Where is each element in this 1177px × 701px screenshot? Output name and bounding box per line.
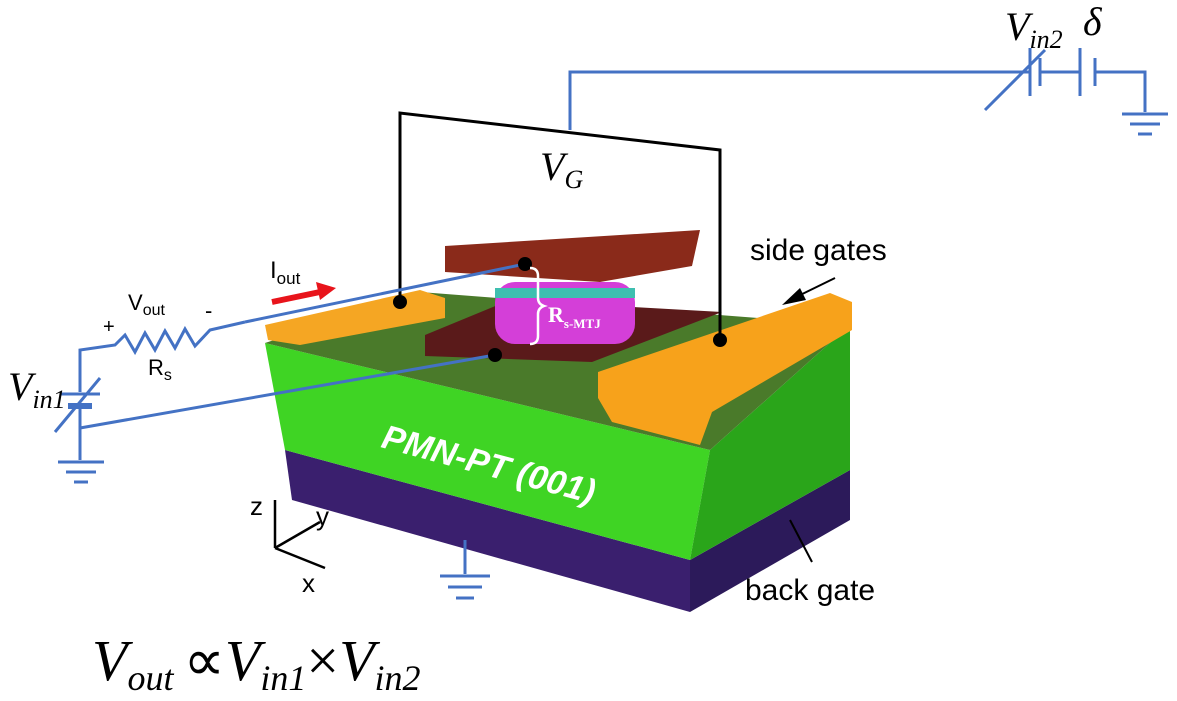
axis-label: x — [302, 568, 315, 598]
diagram: Vin2 δ VG Iout Vout + - Rs Vin1 side gat… — [0, 0, 1177, 701]
contact-dot — [393, 295, 407, 309]
current-arrow-head — [316, 282, 336, 300]
label: Vout — [128, 290, 165, 319]
label: Vin2 — [1005, 4, 1063, 54]
label: + — [103, 316, 115, 338]
top-electrode — [445, 230, 700, 282]
label: δ — [1083, 0, 1103, 44]
label: - — [205, 298, 212, 323]
axis-label: z — [250, 491, 263, 521]
tunnel-barrier — [495, 288, 635, 298]
contact-dot — [518, 257, 532, 271]
label: VG — [540, 144, 583, 194]
ground — [1122, 114, 1168, 134]
variable-arrow — [985, 50, 1045, 110]
ground — [58, 462, 104, 482]
wire — [1095, 72, 1145, 112]
contact-dot — [713, 333, 727, 347]
current-arrow — [272, 292, 320, 302]
label: side gates — [750, 234, 887, 267]
wire — [570, 72, 1030, 130]
contact-dot — [488, 348, 502, 362]
axis-label: y — [316, 501, 329, 531]
label: Iout — [270, 257, 301, 288]
label: Vin1 — [8, 364, 66, 414]
label: Rs — [148, 355, 172, 384]
equation: Vout∝Vin1×Vin2 — [92, 628, 421, 698]
label: back gate — [745, 574, 875, 607]
